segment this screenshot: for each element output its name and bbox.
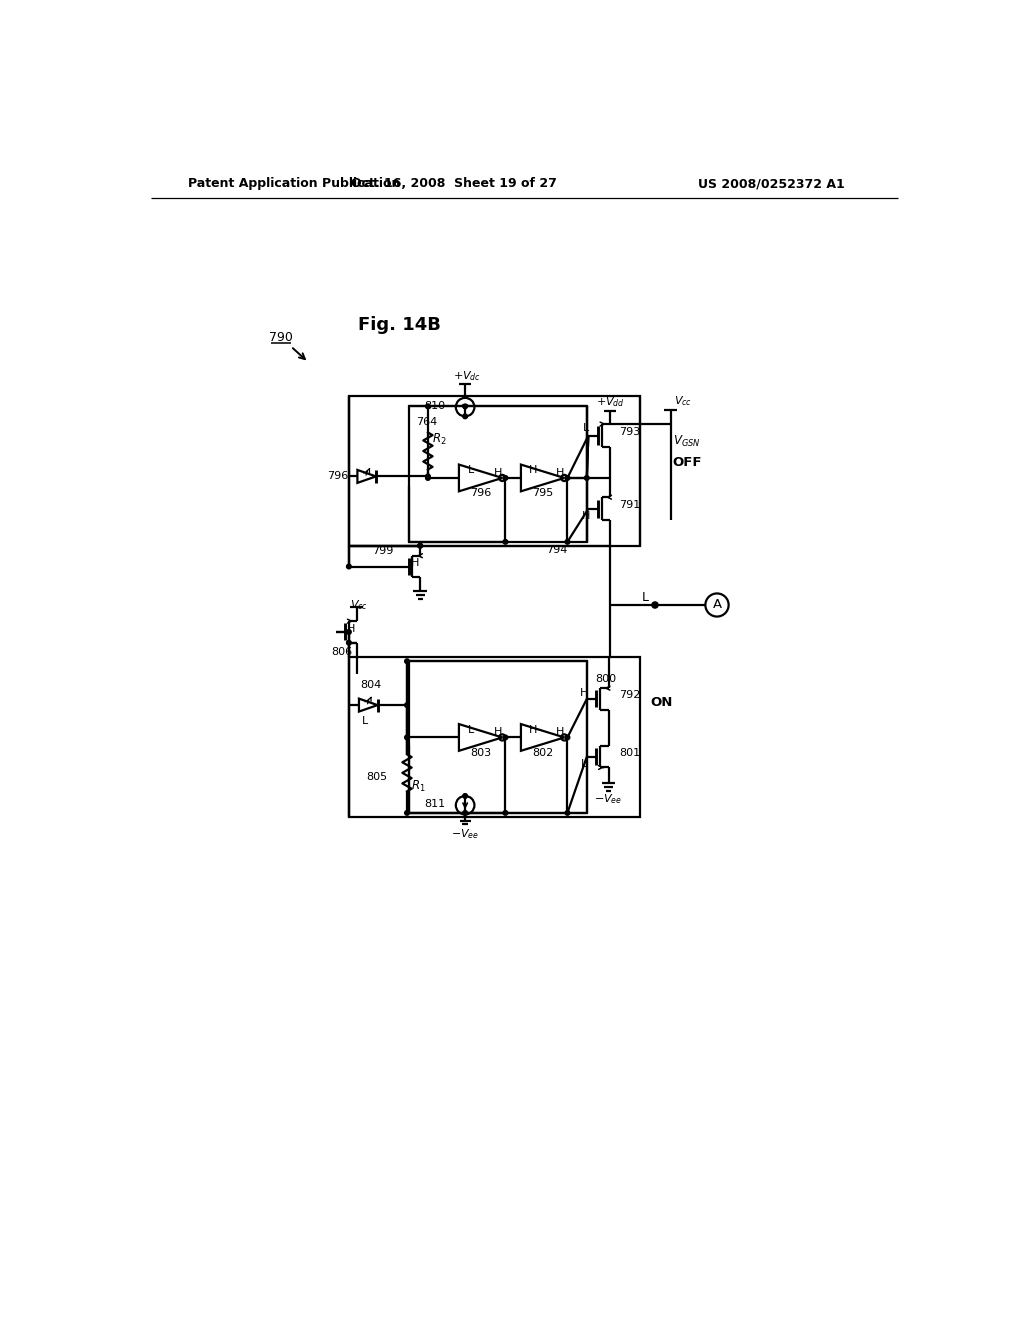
Text: 795: 795 xyxy=(532,488,553,499)
Text: $+V_{dc}$: $+V_{dc}$ xyxy=(453,370,480,383)
Text: 802: 802 xyxy=(532,748,553,758)
Text: 764: 764 xyxy=(416,417,437,426)
Circle shape xyxy=(463,810,467,816)
Text: H: H xyxy=(347,624,355,634)
Text: 811: 811 xyxy=(425,799,445,809)
Circle shape xyxy=(346,630,351,635)
Text: 801: 801 xyxy=(620,748,640,758)
Circle shape xyxy=(346,564,351,569)
Circle shape xyxy=(463,414,467,418)
Text: 806: 806 xyxy=(332,647,352,657)
Text: ON: ON xyxy=(650,696,673,709)
Circle shape xyxy=(404,810,410,816)
Circle shape xyxy=(404,659,410,664)
Circle shape xyxy=(426,474,430,479)
Text: L: L xyxy=(362,715,369,726)
Text: $-V_{ee}$: $-V_{ee}$ xyxy=(594,792,623,807)
Text: OFF: OFF xyxy=(673,455,702,469)
Circle shape xyxy=(404,702,410,708)
Text: 800: 800 xyxy=(596,675,616,684)
Text: H: H xyxy=(529,465,538,475)
Circle shape xyxy=(503,810,508,816)
Circle shape xyxy=(585,475,589,480)
Text: Patent Application Publication: Patent Application Publication xyxy=(188,177,400,190)
Circle shape xyxy=(463,793,467,799)
Text: H: H xyxy=(555,467,564,478)
Text: L: L xyxy=(582,759,588,770)
Text: H: H xyxy=(555,727,564,737)
Text: H: H xyxy=(494,727,502,737)
Text: L: L xyxy=(583,422,589,433)
Text: $V_{cc}$: $V_{cc}$ xyxy=(350,598,368,612)
Text: H: H xyxy=(581,688,589,698)
Circle shape xyxy=(404,735,410,739)
Text: $-V_{ee}$: $-V_{ee}$ xyxy=(451,828,479,841)
Text: L: L xyxy=(468,465,474,475)
Text: $V_{cc}$: $V_{cc}$ xyxy=(675,395,692,408)
Text: $+V_{dd}$: $+V_{dd}$ xyxy=(596,395,625,409)
Text: 810: 810 xyxy=(425,400,445,411)
Text: $V_{GSN}$: $V_{GSN}$ xyxy=(673,434,700,449)
Circle shape xyxy=(565,810,569,816)
Text: 804: 804 xyxy=(360,680,382,690)
Text: 793: 793 xyxy=(620,426,641,437)
Text: 796: 796 xyxy=(470,488,492,499)
Text: Fig. 14B: Fig. 14B xyxy=(357,317,440,334)
Text: A: A xyxy=(713,598,722,611)
Text: 805: 805 xyxy=(367,772,388,781)
Circle shape xyxy=(503,475,508,480)
Circle shape xyxy=(346,640,351,645)
Bar xyxy=(349,396,640,545)
Text: H: H xyxy=(494,467,502,478)
Circle shape xyxy=(652,602,658,609)
Circle shape xyxy=(565,540,569,544)
Circle shape xyxy=(565,475,569,480)
Circle shape xyxy=(503,540,508,544)
Circle shape xyxy=(426,404,430,409)
Circle shape xyxy=(426,475,430,480)
Text: 803: 803 xyxy=(470,748,492,758)
Text: 791: 791 xyxy=(620,500,641,510)
Circle shape xyxy=(418,544,423,548)
Text: H: H xyxy=(529,725,538,735)
Circle shape xyxy=(503,735,508,739)
Bar xyxy=(409,661,587,813)
Bar xyxy=(409,407,587,543)
Text: US 2008/0252372 A1: US 2008/0252372 A1 xyxy=(698,177,845,190)
Text: $R_1$: $R_1$ xyxy=(412,779,426,795)
Text: L: L xyxy=(468,725,474,735)
Text: Oct. 16, 2008  Sheet 19 of 27: Oct. 16, 2008 Sheet 19 of 27 xyxy=(350,177,556,190)
Circle shape xyxy=(418,544,423,548)
Bar xyxy=(349,657,640,817)
Text: 796: 796 xyxy=(327,471,348,482)
Text: 792: 792 xyxy=(620,690,641,700)
Text: 799: 799 xyxy=(372,546,393,556)
Text: H: H xyxy=(582,511,590,521)
Text: 794: 794 xyxy=(546,545,567,554)
Text: 790: 790 xyxy=(268,331,293,345)
Text: L: L xyxy=(642,591,649,603)
Text: $R_2$: $R_2$ xyxy=(432,432,446,447)
Circle shape xyxy=(565,735,569,739)
Circle shape xyxy=(463,404,467,409)
Text: H: H xyxy=(411,558,419,569)
